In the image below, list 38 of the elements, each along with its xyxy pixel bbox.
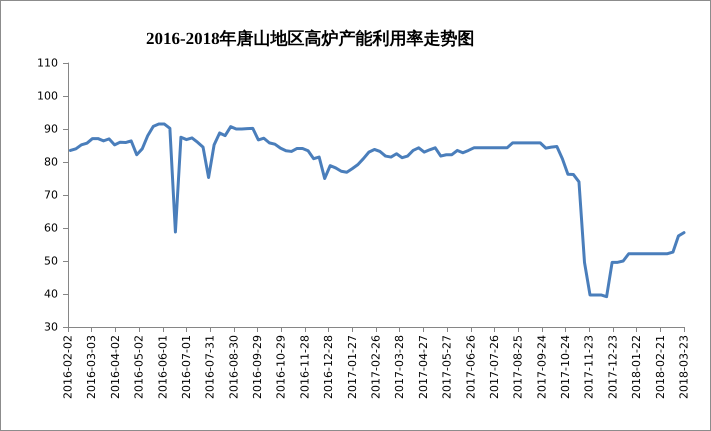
x-tick-label: 2017-08-25 <box>512 335 525 399</box>
y-tick-label: 100 <box>37 90 58 102</box>
x-tick-label: 2017-12-23 <box>606 335 620 399</box>
x-tick-label: 2016-06-01 <box>156 335 170 399</box>
x-tick-label: 2016-08-30 <box>227 335 240 399</box>
line-series <box>68 122 686 298</box>
x-tick-label: 2017-10-24 <box>559 335 572 399</box>
x-tick-label: 2017-05-27 <box>440 335 454 399</box>
x-tick-label: 2016-10-29 <box>274 335 288 399</box>
x-tick-label: 2016-04-02 <box>108 335 122 399</box>
x-tick-label: 2018-02-21 <box>654 335 667 399</box>
y-tick-label: 110 <box>37 56 58 70</box>
y-tick-label: 80 <box>44 156 58 168</box>
x-tick-label: 2017-01-27 <box>346 335 359 399</box>
y-tick-label: 50 <box>44 254 58 268</box>
y-tick-label: 90 <box>44 122 58 136</box>
x-tick-label: 2016-07-01 <box>180 335 193 399</box>
chart-title: 2016-2018年唐山地区高炉产能利用率走势图 <box>146 29 475 48</box>
x-tick-label: 2017-06-26 <box>464 335 478 399</box>
y-tick-label: 30 <box>44 320 58 334</box>
x-tick-label: 2017-04-27 <box>416 335 430 399</box>
x-tick-label: 2016-09-29 <box>251 335 264 399</box>
x-tick-label: 2018-03-23 <box>678 335 690 399</box>
x-tick-label: 2016-05-02 <box>132 335 146 399</box>
y-tick-label: 40 <box>44 288 58 300</box>
x-tick-label: 2016-07-31 <box>204 335 217 399</box>
x-tick-label: 2017-09-24 <box>535 335 548 399</box>
x-tick-label: 2016-12-28 <box>322 335 336 399</box>
y-tick-label: 60 <box>44 222 58 234</box>
x-tick-label: 2017-11-23 <box>582 335 596 399</box>
x-tick-label: 2016-11-28 <box>298 335 312 399</box>
x-tick-label: 2017-03-28 <box>393 335 406 399</box>
x-tick-label: 2016-03-03 <box>85 335 98 399</box>
x-tick-label: 2017-07-26 <box>488 335 501 399</box>
y-tick-label: 70 <box>44 188 58 202</box>
x-tick-label: 2017-02-26 <box>370 335 382 399</box>
x-tick-label: 2018-01-22 <box>630 335 644 399</box>
x-tick-label: 2016-02-02 <box>62 335 74 399</box>
